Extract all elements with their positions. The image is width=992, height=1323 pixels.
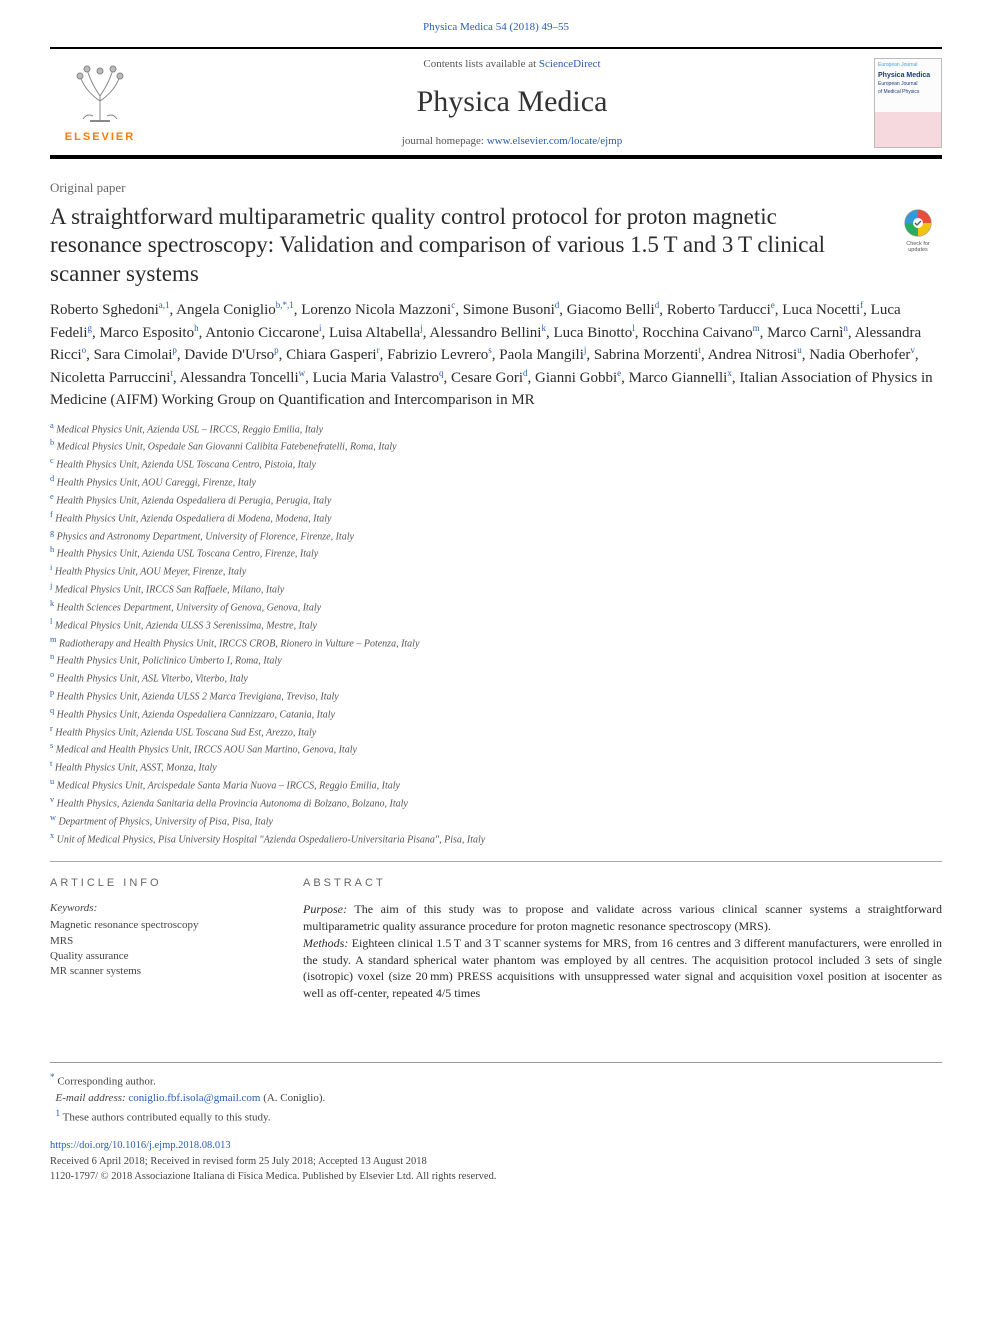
affiliation-item: j Medical Physics Unit, IRCCS San Raffae…	[50, 580, 942, 598]
page-citation: Physica Medica 54 (2018) 49–55	[50, 20, 942, 35]
corresponding-text: Corresponding author.	[57, 1076, 155, 1088]
equal-contribution-note: 1 These authors contributed equally to t…	[50, 1107, 942, 1126]
header-center: Contents lists available at ScienceDirec…	[150, 57, 874, 149]
affiliation-item: m Radiotherapy and Health Physics Unit, …	[50, 634, 942, 652]
corresponding-author-note: * Corresponding author.	[50, 1071, 942, 1090]
affiliation-item: v Health Physics, Azienda Sanitaria dell…	[50, 794, 942, 812]
email-label: E-mail address:	[56, 1092, 129, 1104]
contents-prefix: Contents lists available at	[423, 58, 538, 70]
cover-sub1: European Journal	[878, 81, 938, 88]
keywords-list: Magnetic resonance spectroscopyMRSQualit…	[50, 918, 275, 980]
affiliation-item: e Health Physics Unit, Azienda Ospedalie…	[50, 491, 942, 509]
article-info-column: ARTICLE INFO Keywords: Magnetic resonanc…	[50, 876, 275, 1002]
homepage-prefix: journal homepage:	[402, 135, 487, 147]
cover-sub2: of Medical Physics	[878, 89, 938, 96]
journal-cover-thumbnail: European Journal Physica Medica European…	[874, 58, 942, 148]
affiliation-item: w Department of Physics, University of P…	[50, 812, 942, 830]
email-person: (A. Coniglio).	[260, 1092, 325, 1104]
affiliation-item: u Medical Physics Unit, Arcispedale Sant…	[50, 776, 942, 794]
elsevier-tree-icon	[65, 61, 135, 126]
keyword-item: MR scanner systems	[50, 964, 275, 979]
keywords-label: Keywords:	[50, 901, 275, 916]
corresponding-email-link[interactable]: coniglio.fbf.isola@gmail.com	[128, 1092, 260, 1104]
title-row: A straightforward multiparametric qualit…	[50, 203, 942, 299]
affiliation-list: a Medical Physics Unit, Azienda USL – IR…	[50, 420, 942, 848]
keyword-item: Magnetic resonance spectroscopy	[50, 918, 275, 933]
abstract-purpose-text: The aim of this study was to propose and…	[303, 902, 942, 933]
paper-title: A straightforward multiparametric qualit…	[50, 203, 874, 289]
affiliation-item: d Health Physics Unit, AOU Careggi, Fire…	[50, 473, 942, 491]
affiliation-item: t Health Physics Unit, ASST, Monza, Ital…	[50, 758, 942, 776]
journal-homepage-line: journal homepage: www.elsevier.com/locat…	[150, 134, 874, 149]
abstract-purpose-label: Purpose:	[303, 902, 347, 916]
abstract-heading: ABSTRACT	[303, 876, 942, 891]
elsevier-logo: ELSEVIER	[50, 61, 150, 145]
affiliation-item: p Health Physics Unit, Azienda ULSS 2 Ma…	[50, 687, 942, 705]
affiliation-item: i Health Physics Unit, AOU Meyer, Firenz…	[50, 562, 942, 580]
affiliation-item: o Health Physics Unit, ASL Viterbo, Vite…	[50, 669, 942, 687]
svg-text:updates: updates	[908, 247, 928, 253]
journal-name: Physica Medica	[150, 82, 874, 123]
affiliation-item: g Physics and Astronomy Department, Univ…	[50, 527, 942, 545]
author-list: Roberto Sghedonia,1, Angela Conigliob,*,…	[50, 299, 942, 412]
footnotes-block: * Corresponding author. E-mail address: …	[50, 1062, 942, 1185]
keyword-item: Quality assurance	[50, 949, 275, 964]
cover-title: Physica Medica	[878, 71, 938, 80]
abstract-column: ABSTRACT Purpose: The aim of this study …	[303, 876, 942, 1002]
cover-topline: European Journal	[878, 62, 938, 69]
affiliation-item: x Unit of Medical Physics, Pisa Universi…	[50, 830, 942, 848]
affiliation-item: r Health Physics Unit, Azienda USL Tosca…	[50, 723, 942, 741]
affiliation-item: b Medical Physics Unit, Ospedale San Gio…	[50, 437, 942, 455]
affiliation-item: q Health Physics Unit, Azienda Ospedalie…	[50, 705, 942, 723]
affiliation-item: a Medical Physics Unit, Azienda USL – IR…	[50, 420, 942, 438]
article-info-heading: ARTICLE INFO	[50, 876, 275, 891]
check-for-updates-badge[interactable]: Check for updates	[894, 207, 942, 255]
affiliation-item: k Health Sciences Department, University…	[50, 598, 942, 616]
affiliation-item: s Medical and Health Physics Unit, IRCCS…	[50, 740, 942, 758]
affiliation-item: c Health Physics Unit, Azienda USL Tosca…	[50, 455, 942, 473]
equal-contrib-text: These authors contributed equally to thi…	[63, 1111, 271, 1123]
keyword-item: MRS	[50, 934, 275, 949]
copyright-line: 1120-1797/ © 2018 Associazione Italiana …	[50, 1169, 942, 1185]
doi-link[interactable]: https://doi.org/10.1016/j.ejmp.2018.08.0…	[50, 1140, 231, 1151]
info-abstract-row: ARTICLE INFO Keywords: Magnetic resonanc…	[50, 876, 942, 1002]
sciencedirect-link[interactable]: ScienceDirect	[539, 58, 601, 70]
paper-type: Original paper	[50, 179, 942, 197]
received-dates: Received 6 April 2018; Received in revis…	[50, 1154, 942, 1170]
abstract-methods-label: Methods:	[303, 936, 348, 950]
email-line: E-mail address: coniglio.fbf.isola@gmail…	[50, 1090, 942, 1107]
abstract-body: Purpose: The aim of this study was to pr…	[303, 901, 942, 1002]
affiliation-item: f Health Physics Unit, Azienda Ospedalie…	[50, 509, 942, 527]
affiliation-item: h Health Physics Unit, Azienda USL Tosca…	[50, 544, 942, 562]
journal-header: ELSEVIER Contents lists available at Sci…	[50, 49, 942, 159]
elsevier-wordmark: ELSEVIER	[50, 130, 150, 145]
contents-available-line: Contents lists available at ScienceDirec…	[150, 57, 874, 72]
doi-line: https://doi.org/10.1016/j.ejmp.2018.08.0…	[50, 1138, 942, 1154]
affiliation-item: l Medical Physics Unit, Azienda ULSS 3 S…	[50, 616, 942, 634]
section-divider	[50, 861, 942, 862]
affiliation-item: n Health Physics Unit, Policlinico Umber…	[50, 651, 942, 669]
abstract-methods-text: Eighteen clinical 1.5 T and 3 T scanner …	[303, 936, 942, 1000]
journal-homepage-link[interactable]: www.elsevier.com/locate/ejmp	[487, 135, 623, 147]
